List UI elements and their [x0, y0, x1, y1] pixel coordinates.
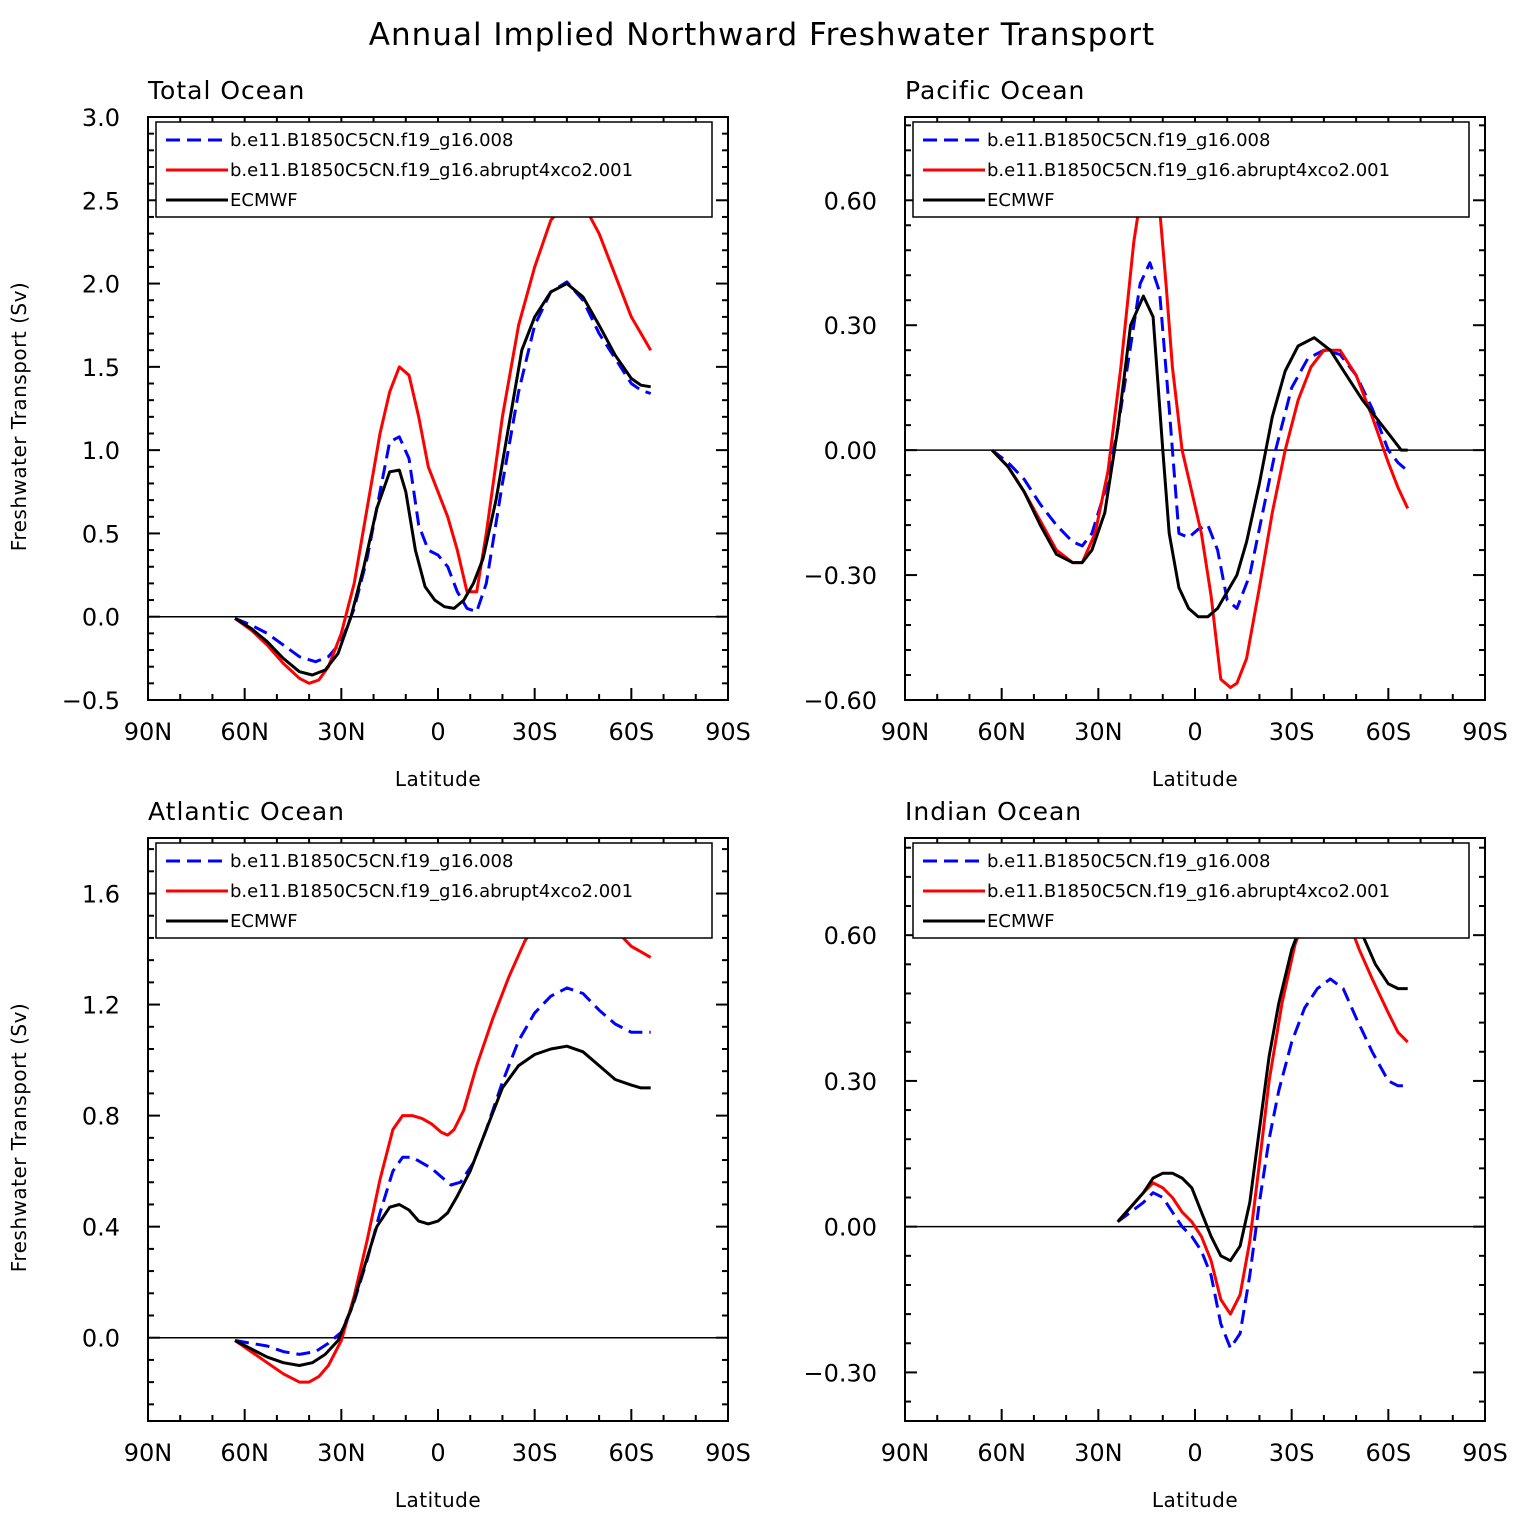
panel-atlantic-ocean: Atlantic Ocean 90N 60N 30N 0 30S 60S 90S 0.0 0.4 0…: [7, 797, 751, 1512]
x-tick-label: 30S: [512, 1439, 558, 1467]
y-tick-label: 0.8: [82, 1103, 120, 1131]
series-line-control: [1116, 977, 1408, 1350]
panel-title: Total Ocean: [147, 76, 305, 105]
legend-label: b.e11.B1850C5CN.f19_g16.008: [230, 130, 513, 151]
y-tick-label: 0.60: [824, 187, 877, 215]
y-axis-label: Freshwater Transport (Sv): [7, 1003, 31, 1272]
legend: b.e11.B1850C5CN.f19_g16.008 b.e11.B1850C5…: [155, 842, 713, 939]
x-tick-label: 90N: [881, 718, 930, 746]
y-tick-label: 2.0: [82, 271, 120, 299]
x-tick-label: 60N: [977, 1439, 1026, 1467]
panel-title: Indian Ocean: [905, 797, 1082, 826]
legend-label: ECMWF: [987, 911, 1055, 932]
panel-title: Atlantic Ocean: [148, 797, 345, 826]
x-tick-label: 60N: [220, 1439, 269, 1467]
y-tick-label: 0.4: [82, 1214, 120, 1242]
x-axis-label: Latitude: [1152, 1488, 1238, 1512]
x-tick-label: 30N: [1074, 718, 1123, 746]
x-tick-label: 0: [1187, 1439, 1202, 1467]
x-tick-label: 30N: [317, 718, 366, 746]
legend-box: [155, 121, 713, 218]
y-tick-label: 0.0: [82, 1325, 120, 1353]
series-line-ecmwf: [234, 1044, 651, 1367]
legend-label: ECMWF: [230, 911, 298, 932]
legend-label: b.e11.B1850C5CN.f19_g16.abrupt4xco2.001: [987, 160, 1390, 181]
x-tick-label: 0: [1187, 718, 1202, 746]
panel-total-ocean: Total Ocean 90N 60N 30N 0 30S 60S 90S −0.5 0.0 0.5…: [7, 76, 751, 791]
panel-indian-ocean: Indian Ocean 90N 60N 30N 0 30S 60S 90S −0.30 0.00…: [803, 797, 1507, 1512]
legend-label: b.e11.B1850C5CN.f19_g16.abrupt4xco2.001: [987, 881, 1390, 902]
x-tick-label: 60N: [977, 718, 1026, 746]
y-tick-label: −0.60: [803, 687, 877, 715]
y-tick-label: 0.5: [82, 520, 120, 548]
legend-label: ECMWF: [987, 190, 1055, 211]
legend-label: b.e11.B1850C5CN.f19_g16.abrupt4xco2.001: [230, 881, 633, 902]
y-tick-label: 0.0: [82, 604, 120, 632]
x-tick-label: 90S: [705, 718, 751, 746]
y-tick-label: −0.5: [62, 687, 120, 715]
x-tick-label: 90N: [124, 1439, 173, 1467]
series-line-ecmwf: [990, 294, 1408, 619]
x-tick-label: 30S: [512, 718, 558, 746]
x-axis-label: Latitude: [1152, 767, 1238, 791]
panel-pacific-ocean: Pacific Ocean 90N 60N 30N 0 30S 60S 90S −0.60 −0.…: [803, 76, 1507, 791]
x-tick-label: 90S: [1462, 718, 1508, 746]
x-tick-label: 90S: [1462, 1439, 1508, 1467]
y-tick-label: 1.6: [82, 881, 120, 909]
x-tick-label: 90N: [881, 1439, 930, 1467]
y-tick-label: 0.00: [824, 1214, 877, 1242]
x-axis-label: Latitude: [395, 767, 481, 791]
series-line-abrupt4xco2: [234, 200, 652, 685]
x-tick-label: 0: [430, 718, 445, 746]
y-tick-label: 0.60: [824, 922, 877, 950]
series-line-abrupt4xco2: [990, 173, 1410, 689]
legend-box: [912, 842, 1470, 939]
figure-title: Annual Implied Northward Freshwater Tran…: [369, 17, 1155, 53]
legend-label: b.e11.B1850C5CN.f19_g16.008: [230, 851, 513, 872]
x-tick-label: 30S: [1269, 1439, 1315, 1467]
y-tick-label: −0.30: [803, 1359, 877, 1387]
y-axis-label: Freshwater Transport (Sv): [7, 282, 31, 551]
legend-label: ECMWF: [230, 190, 298, 211]
series-line-control: [234, 986, 651, 1356]
legend-label: b.e11.B1850C5CN.f19_g16.abrupt4xco2.001: [230, 160, 633, 181]
y-tick-label: −0.30: [803, 562, 877, 590]
y-tick-label: 0.00: [824, 437, 877, 465]
x-tick-label: 90N: [124, 718, 173, 746]
x-tick-label: 30N: [317, 1439, 366, 1467]
x-tick-label: 60S: [1365, 1439, 1411, 1467]
x-tick-label: 60N: [220, 718, 269, 746]
x-tick-label: 30N: [1074, 1439, 1123, 1467]
x-tick-label: 60S: [1365, 718, 1411, 746]
y-tick-label: 1.0: [82, 437, 120, 465]
y-tick-label: 3.0: [82, 104, 120, 132]
x-tick-label: 0: [430, 1439, 445, 1467]
legend: b.e11.B1850C5CN.f19_g16.008 b.e11.B1850C5…: [912, 842, 1470, 939]
legend-label: b.e11.B1850C5CN.f19_g16.008: [987, 130, 1270, 151]
x-tick-label: 60S: [608, 718, 654, 746]
x-tick-label: 60S: [608, 1439, 654, 1467]
x-tick-label: 90S: [705, 1439, 751, 1467]
y-tick-label: 1.2: [82, 992, 120, 1020]
x-axis-label: Latitude: [395, 1488, 481, 1512]
x-tick-label: 30S: [1269, 718, 1315, 746]
legend-box: [912, 121, 1470, 218]
legend: b.e11.B1850C5CN.f19_g16.008 b.e11.B1850C5…: [155, 121, 713, 218]
panels: Total Ocean 90N 60N 30N 0 30S 60S 90S −0.5 0.0 0.5…: [7, 76, 1508, 1512]
series-line-abrupt4xco2: [234, 900, 652, 1384]
y-tick-label: 0.30: [824, 312, 877, 340]
legend-label: b.e11.B1850C5CN.f19_g16.008: [987, 851, 1270, 872]
panel-title: Pacific Ocean: [905, 76, 1085, 105]
y-tick-label: 2.5: [82, 187, 120, 215]
series-line-ecmwf: [234, 282, 651, 677]
series-line-ecmwf: [1116, 885, 1408, 1263]
y-tick-label: 0.30: [824, 1068, 877, 1096]
y-tick-label: 1.5: [82, 354, 120, 382]
series-line-control: [991, 261, 1409, 610]
legend-box: [155, 842, 713, 939]
legend: b.e11.B1850C5CN.f19_g16.008 b.e11.B1850C5…: [912, 121, 1470, 218]
